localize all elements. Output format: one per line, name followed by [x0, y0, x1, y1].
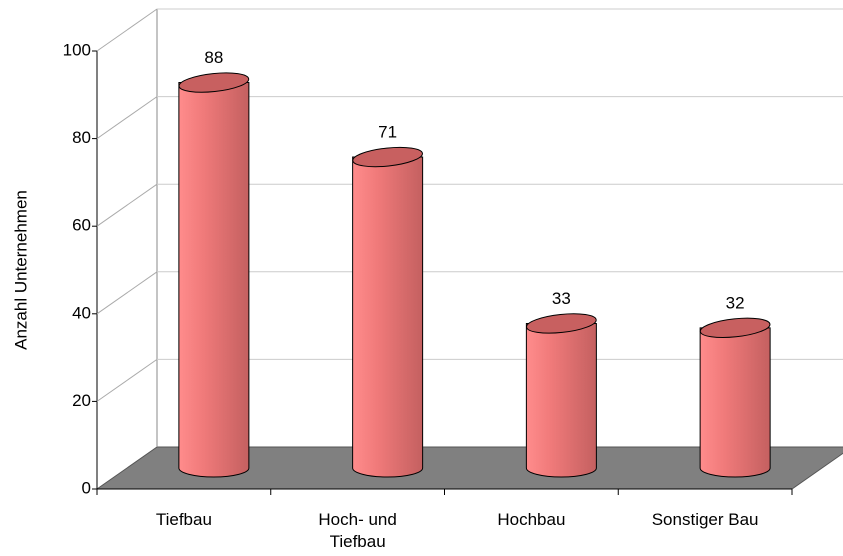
- bar: [699, 317, 771, 478]
- grid-line: [96, 271, 158, 315]
- bar-top: [352, 146, 423, 168]
- x-tick-label: Hoch- und Tiefbau: [318, 510, 397, 551]
- y-tick-label: 0: [82, 478, 91, 497]
- y-tick-label: 80: [72, 128, 91, 147]
- y-tick-label: 20: [72, 391, 91, 410]
- x-tick-label: Sonstiger Bau: [651, 510, 759, 529]
- data-label: 33: [552, 289, 571, 308]
- data-label: 71: [378, 123, 397, 142]
- y-axis-label: Anzahl Unternehmen: [11, 190, 30, 350]
- bar-top: [178, 72, 250, 93]
- bar-top: [526, 313, 597, 334]
- y-tick-label: 60: [72, 216, 91, 235]
- bar-body: [178, 82, 250, 478]
- bar-body: [352, 156, 424, 478]
- x-tick-label: Tiefbau: [155, 510, 212, 529]
- grid-line: [96, 358, 158, 402]
- data-label: 88: [204, 48, 223, 67]
- y-tick-label: 100: [63, 40, 91, 59]
- bar: [525, 313, 597, 478]
- grid-line: [96, 96, 158, 140]
- bar: [178, 72, 250, 478]
- data-label: 32: [726, 293, 745, 312]
- bar-body: [525, 322, 597, 478]
- grid-line: [96, 8, 158, 52]
- y-tick-label: 40: [72, 303, 91, 322]
- x-tick-label: Hochbau: [497, 510, 566, 529]
- bar-body: [699, 327, 771, 478]
- grid-line: [96, 183, 158, 227]
- bar: [352, 146, 424, 478]
- bar-top: [699, 317, 771, 339]
